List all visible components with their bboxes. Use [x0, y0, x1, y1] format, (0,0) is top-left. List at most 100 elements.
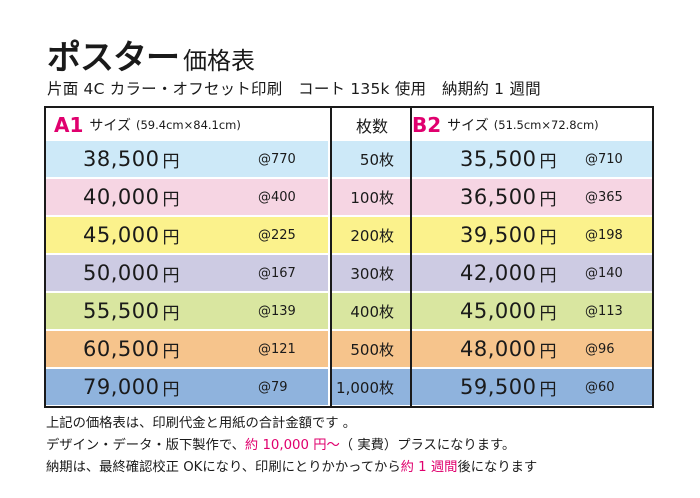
row-bg-b2 [412, 331, 652, 367]
quantity: 100枚 [350, 188, 394, 207]
row-bg-qty [332, 369, 410, 405]
a1-dimensions: (59.4cm×84.1cm) [136, 117, 241, 132]
b2-price: 39,500 [460, 223, 537, 247]
row-bg-b2 [412, 217, 652, 253]
table-row: 60,500 円 @121 500枚 48,000 円 @96 [46, 331, 652, 367]
row-bg-qty [332, 331, 410, 367]
header-a1: A1 サイズ (59.4cm×84.1cm) [54, 108, 241, 141]
quantity: 300枚 [350, 264, 394, 283]
a1-unit-price: @167 [258, 265, 296, 281]
table-row: 55,500 円 @139 400枚 45,000 円 @113 [46, 293, 652, 329]
table-row: 50,000 円 @167 300枚 42,000 円 @140 [46, 255, 652, 291]
row-bg-a1 [46, 293, 328, 329]
b2-unit-price: @365 [585, 189, 623, 205]
table-row: 45,000 円 @225 200枚 39,500 円 @198 [46, 217, 652, 253]
b2-dimensions: (51.5cm×72.8cm) [493, 117, 599, 132]
a1-price-cell: 55,500 円 [83, 293, 179, 329]
note-line-1: 上記の価格表は、印刷代金と用紙の合計金額です 。 [46, 416, 357, 431]
title-sub: 価格表 [183, 47, 255, 75]
row-bg-qty [332, 141, 410, 177]
a1-yen: 円 [162, 151, 180, 172]
b2-unit-price: @710 [585, 151, 623, 167]
row-bg-a1 [46, 217, 328, 253]
a1-price-cell: 40,000 円 [83, 179, 179, 215]
b2-price-cell: 36,500 円 [460, 179, 556, 215]
b2-unit-price: @198 [585, 227, 623, 243]
note-line-2-fee: 約 10,000 円〜 [244, 438, 340, 453]
title-main: ポスター [47, 38, 180, 78]
b2-price: 48,000 [460, 337, 537, 361]
note-line-3: 納期は、最終確認校正 OKになり、印刷にとりかかってから約 1 週間後になります [46, 456, 537, 475]
print-spec-line: 片面 4C カラー・オフセット印刷 コート 135k 使用 納期約 1 週間 [47, 80, 541, 98]
row-bg-qty [332, 217, 410, 253]
b2-price-cell: 59,500 円 [460, 369, 556, 405]
row-bg-a1 [46, 141, 328, 177]
b2-price: 45,000 [460, 299, 537, 323]
quantity: 1,000枚 [336, 378, 394, 397]
a1-yen: 円 [162, 379, 180, 400]
divider-qty-b2 [410, 108, 412, 406]
row-bg-a1 [46, 255, 328, 291]
a1-price: 79,000 [83, 375, 160, 399]
a1-unit-price: @79 [258, 379, 288, 395]
a1-price: 45,000 [83, 223, 160, 247]
row-bg-qty [332, 255, 410, 291]
b2-price: 35,500 [460, 147, 537, 171]
row-bg-a1 [46, 179, 328, 215]
b2-price-cell: 48,000 円 [460, 331, 556, 367]
note-line-2-text-end: （ 実費）プラスになります。 [339, 438, 516, 453]
b2-price: 59,500 [460, 375, 537, 399]
a1-yen: 円 [162, 341, 180, 362]
table-header: A1 サイズ (59.4cm×84.1cm) 枚数 B2 サイズ (51.5cm… [46, 108, 652, 141]
price-table: A1 サイズ (59.4cm×84.1cm) 枚数 B2 サイズ (51.5cm… [44, 106, 654, 408]
a1-price-cell: 79,000 円 [83, 369, 179, 405]
a1-code: A1 [54, 112, 84, 137]
a1-unit-price: @121 [258, 341, 296, 357]
header-qty: 枚数 [355, 116, 388, 136]
b2-unit-price: @140 [585, 265, 623, 281]
b2-yen: 円 [539, 341, 557, 362]
b2-yen: 円 [539, 189, 557, 210]
a1-unit-price: @139 [258, 303, 296, 319]
a1-price: 55,500 [83, 299, 160, 323]
b2-price-cell: 39,500 円 [460, 217, 556, 253]
a1-unit-price: @400 [258, 189, 296, 205]
b2-yen: 円 [539, 227, 557, 248]
note-line-2-text: デザイン・データ・版下製作で、 [46, 438, 245, 453]
divider-a1-qty [330, 108, 332, 406]
a1-yen: 円 [162, 265, 180, 286]
note-line-3-text-end: 後になります [457, 460, 538, 475]
note-line-3-text: 納期は、最終確認校正 OKになり、印刷にとりかかってから [46, 460, 401, 475]
b2-unit-price: @96 [585, 341, 615, 357]
a1-yen: 円 [162, 189, 180, 210]
a1-price-cell: 45,000 円 [83, 217, 179, 253]
b2-unit-price: @113 [585, 303, 623, 319]
a1-price: 38,500 [83, 147, 160, 171]
b2-price: 42,000 [460, 261, 537, 285]
a1-yen: 円 [162, 303, 180, 324]
b2-yen: 円 [539, 265, 557, 286]
row-bg-b2 [412, 255, 652, 291]
row-bg-qty [332, 179, 410, 215]
row-bg-b2 [412, 293, 652, 329]
row-bg-b2 [412, 369, 652, 405]
a1-price-cell: 50,000 円 [83, 255, 179, 291]
table-row: 79,000 円 @79 1,000枚 59,500 円 @60 [46, 369, 652, 405]
a1-yen: 円 [162, 227, 180, 248]
b2-code: B2 [412, 112, 442, 137]
table-row: 38,500 円 @770 50枚 35,500 円 @710 [46, 141, 652, 177]
page-title: ポスター 価格表 [47, 30, 255, 78]
a1-price: 40,000 [83, 185, 160, 209]
b2-yen: 円 [539, 151, 557, 172]
b2-yen: 円 [539, 303, 557, 324]
a1-price-cell: 60,500 円 [83, 331, 179, 367]
a1-price: 50,000 [83, 261, 160, 285]
row-bg-qty [332, 293, 410, 329]
quantity: 50枚 [359, 150, 394, 169]
b2-yen: 円 [539, 379, 557, 400]
quantity: 400枚 [350, 302, 394, 321]
row-bg-a1 [46, 331, 328, 367]
note-line-2: デザイン・データ・版下製作で、約 10,000 円〜（ 実費）プラスになります。 [46, 434, 515, 453]
a1-price-cell: 38,500 円 [83, 141, 179, 177]
a1-size-label: サイズ [89, 117, 131, 134]
